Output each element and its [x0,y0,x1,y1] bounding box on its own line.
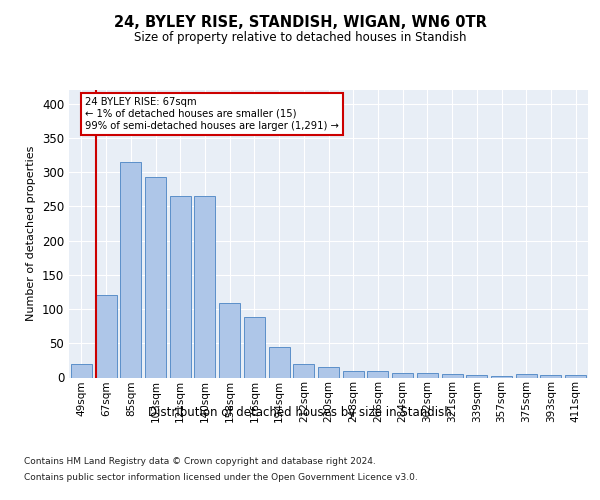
Text: 24, BYLEY RISE, STANDISH, WIGAN, WN6 0TR: 24, BYLEY RISE, STANDISH, WIGAN, WN6 0TR [113,15,487,30]
Text: 24 BYLEY RISE: 67sqm
← 1% of detached houses are smaller (15)
99% of semi-detach: 24 BYLEY RISE: 67sqm ← 1% of detached ho… [85,98,339,130]
Bar [541,376,562,378]
Bar [71,364,92,378]
Bar [466,376,487,378]
Bar [367,372,388,378]
Bar [219,303,240,378]
Bar [442,374,463,378]
Bar [170,196,191,378]
Bar [293,364,314,378]
Bar [120,162,141,378]
Bar [343,372,364,378]
Bar [491,376,512,378]
Bar [244,318,265,378]
Bar [194,196,215,378]
Bar [95,296,116,378]
Bar [318,367,339,378]
Bar [516,374,537,378]
Bar [269,346,290,378]
Y-axis label: Number of detached properties: Number of detached properties [26,146,37,322]
Bar [392,372,413,378]
Text: Size of property relative to detached houses in Standish: Size of property relative to detached ho… [134,31,466,44]
Bar [145,177,166,378]
Bar [565,376,586,378]
Text: Distribution of detached houses by size in Standish: Distribution of detached houses by size … [148,406,452,419]
Text: Contains HM Land Registry data © Crown copyright and database right 2024.: Contains HM Land Registry data © Crown c… [24,458,376,466]
Text: Contains public sector information licensed under the Open Government Licence v3: Contains public sector information licen… [24,472,418,482]
Bar [417,374,438,378]
